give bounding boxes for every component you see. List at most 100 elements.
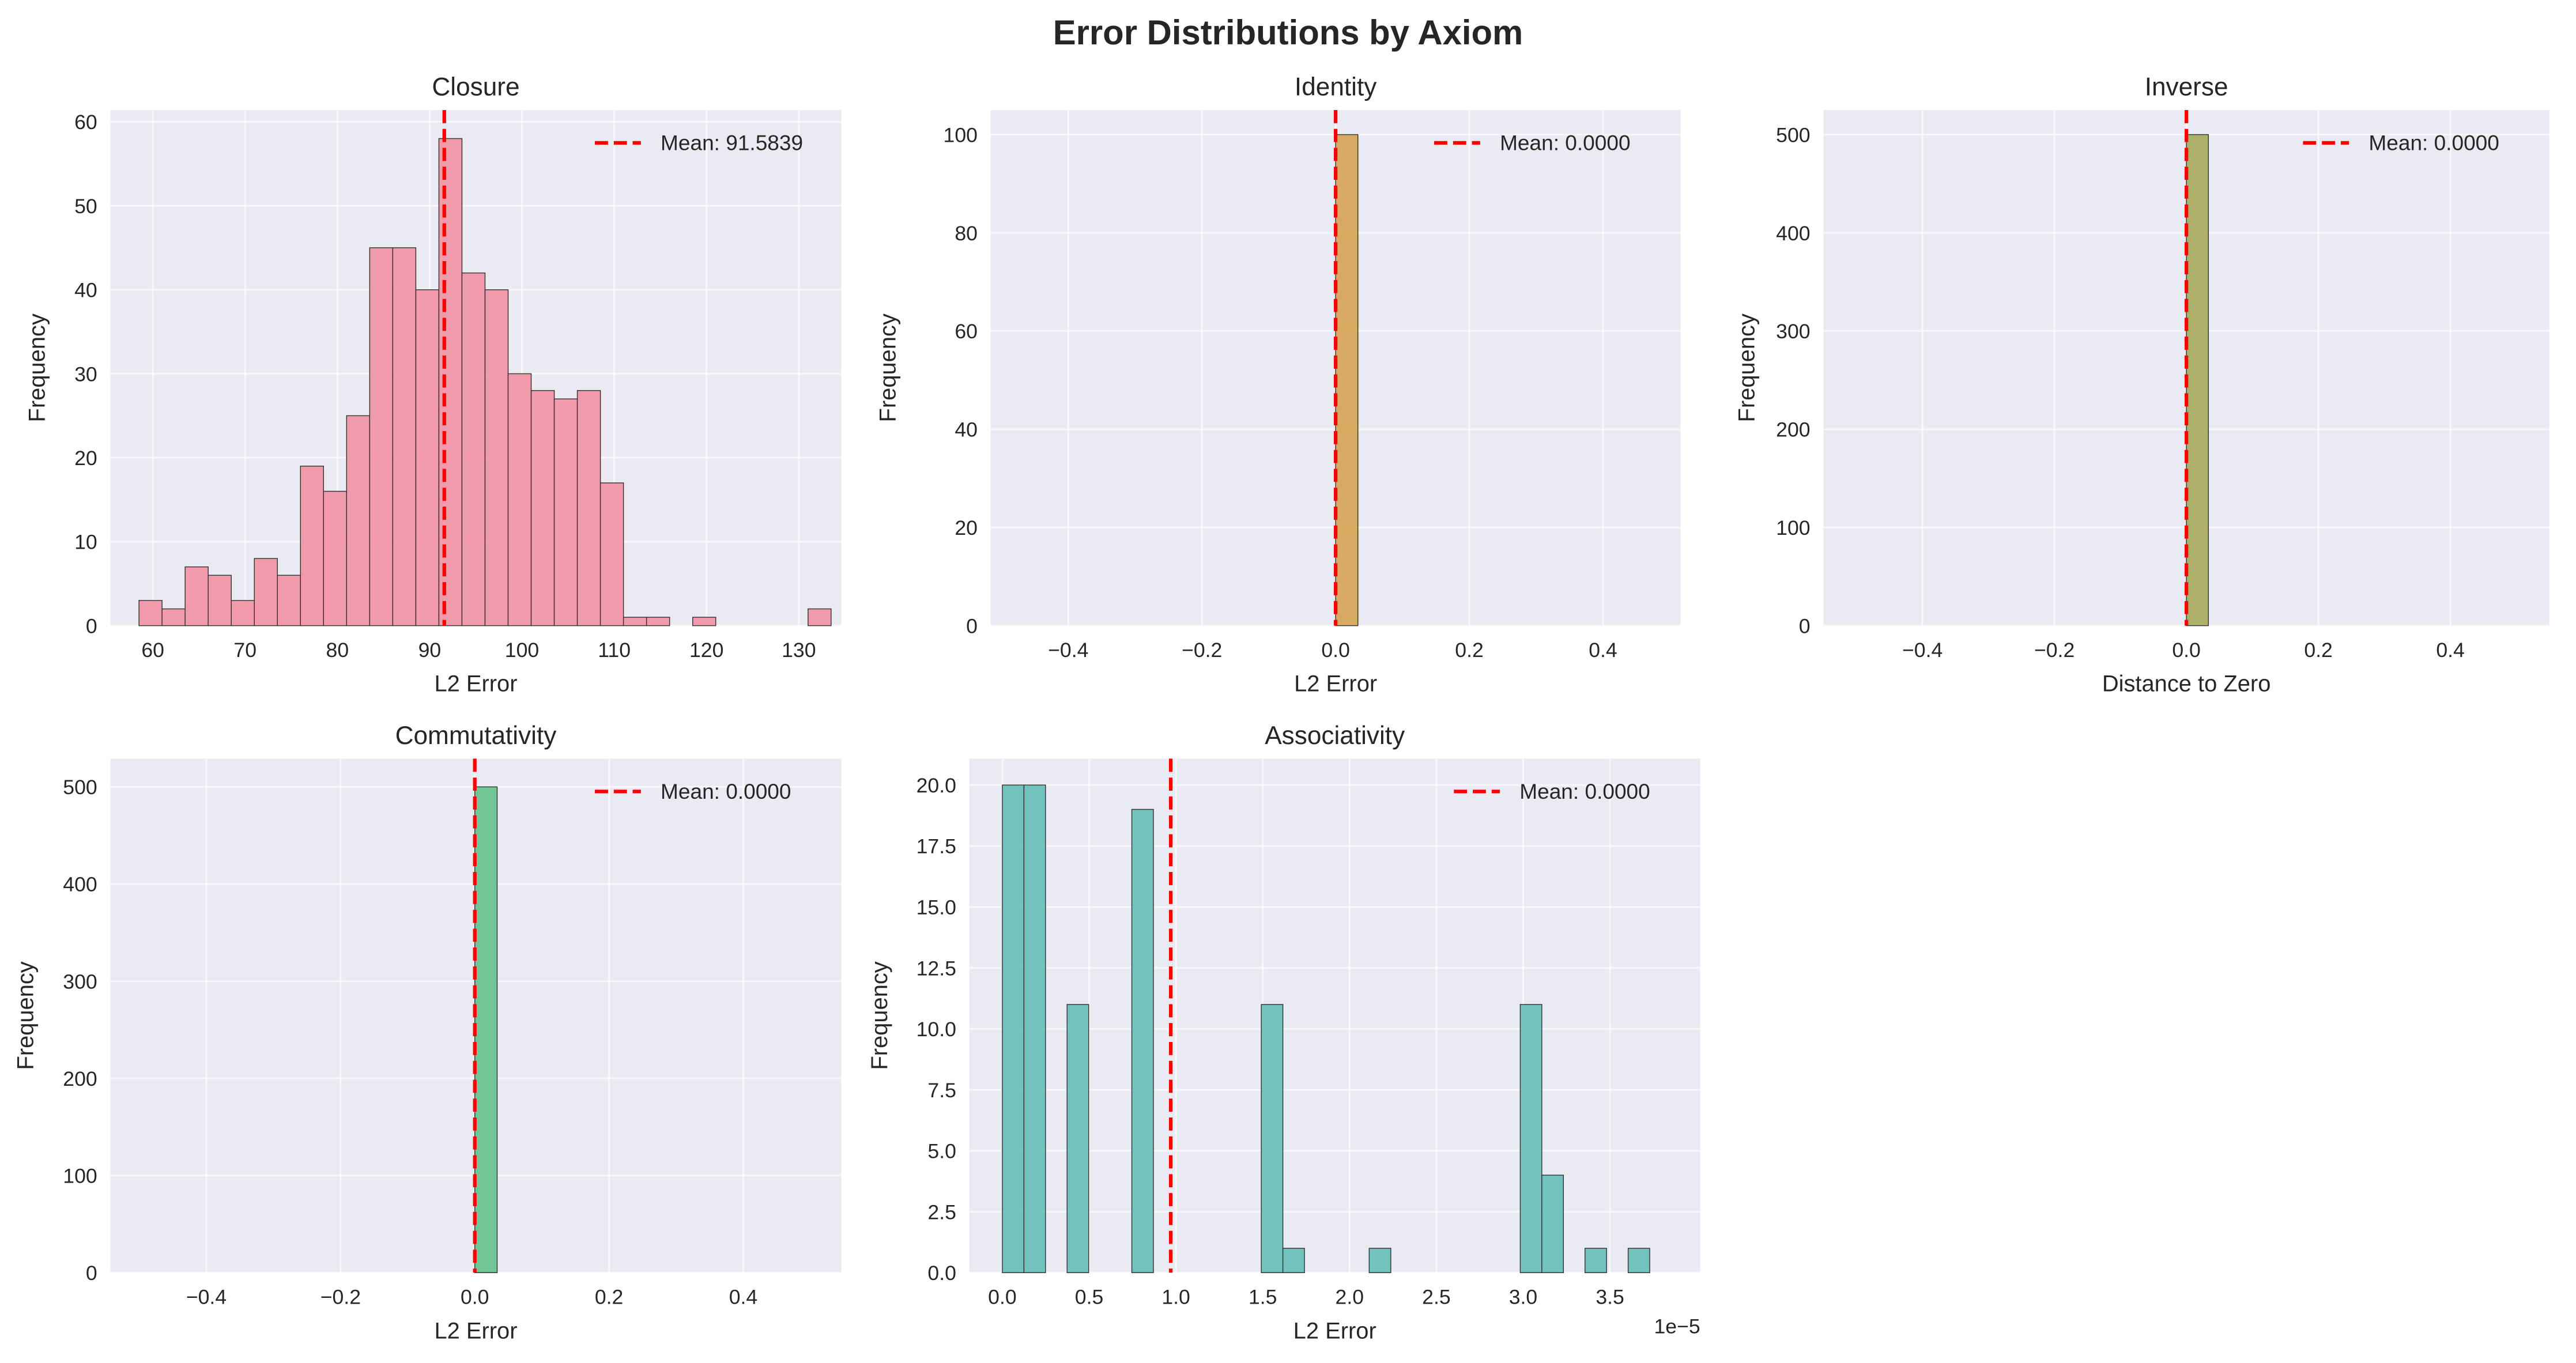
- y-tick-label: 20: [955, 516, 978, 539]
- y-tick-label: 400: [1776, 222, 1810, 245]
- x-tick-label: 100: [505, 639, 539, 662]
- histogram-bar: [599, 482, 624, 626]
- x-tick-label: −0.4: [1902, 639, 1943, 662]
- histogram-bar: [184, 566, 209, 626]
- y-tick-label: 0: [86, 614, 97, 637]
- subplot-title: Commutativity: [395, 722, 557, 750]
- histogram-bar: [553, 398, 578, 626]
- x-tick-label: 110: [598, 639, 631, 662]
- histogram-bar: [1519, 1004, 1542, 1273]
- y-tick-label: 200: [1776, 418, 1810, 441]
- histogram-bar: [692, 617, 716, 626]
- legend-label: Mean: 0.0000: [1519, 779, 1650, 803]
- x-tick-label: 70: [233, 639, 257, 662]
- histogram-bar: [254, 558, 278, 626]
- y-tick-label: 2.5: [927, 1200, 956, 1224]
- y-axis-label: Frequency: [867, 961, 892, 1070]
- subplot-commutativity: −0.4 −0.2 0.0 0.2 0.4 0 100 200 300 400 500 Mean: 0…: [13, 722, 842, 1343]
- x-axis-label: L2 Error: [434, 671, 517, 697]
- x-axis-label: L2 Error: [1294, 671, 1377, 697]
- histogram-bar: [484, 289, 509, 626]
- histogram-bar: [208, 575, 232, 626]
- histogram-bar: [1023, 784, 1046, 1273]
- x-tick-label: 1.5: [1249, 1285, 1277, 1308]
- x-axis-label: Distance to Zero: [2102, 671, 2271, 697]
- subplot-associativity: 0.0 0.5 1.0 1.5 2.0 2.5 3.0 3.5 0.0 2.5 5.0 7.5 10.0…: [867, 722, 1700, 1343]
- histogram-bar: [1261, 1004, 1284, 1273]
- y-tick-label: 200: [63, 1067, 97, 1090]
- x-tick-label: −0.4: [1048, 639, 1088, 662]
- histogram-bar: [1066, 1004, 1089, 1273]
- y-axis-label: Frequency: [25, 314, 50, 422]
- x-tick-label: 0.5: [1075, 1285, 1104, 1308]
- histogram-bar: [507, 373, 532, 626]
- y-tick-label: 7.5: [927, 1079, 956, 1102]
- x-tick-label: 0.0: [2172, 639, 2201, 662]
- histogram-bar: [1131, 809, 1154, 1273]
- y-tick-label: 0: [1799, 614, 1811, 637]
- y-tick-label: 0: [966, 614, 978, 637]
- histogram-bar: [461, 272, 486, 626]
- x-axis-label: L2 Error: [434, 1318, 517, 1343]
- y-tick-label: 100: [63, 1165, 97, 1188]
- histogram-bar: [300, 466, 325, 626]
- x-tick-label: 0.0: [461, 1285, 489, 1308]
- subplot-closure: 60 70 80 90 100 110 120 130 0 10 20 30 40 50 60 Mean: 9…: [25, 73, 842, 697]
- histogram-bar: [323, 490, 348, 626]
- x-tick-label: 0.0: [988, 1285, 1017, 1308]
- histogram-bar: [277, 575, 301, 626]
- histogram-bar: [1541, 1175, 1564, 1273]
- y-tick-label: 0.0: [927, 1262, 956, 1285]
- subplot-identity: −0.4 −0.2 0.0 0.2 0.4 0 20 40 60 80 100 Mean: 0.000…: [875, 73, 1681, 697]
- subplot-title: Inverse: [2145, 73, 2228, 101]
- x-tick-label: 0.2: [595, 1285, 624, 1308]
- histogram-bar: [231, 600, 255, 626]
- histogram-bar: [1368, 1248, 1391, 1273]
- y-tick-label: 15.0: [917, 896, 956, 919]
- histogram-bar: [138, 600, 163, 626]
- y-tick-label: 100: [944, 123, 978, 146]
- y-tick-label: 12.5: [917, 957, 956, 980]
- histogram-bar: [1282, 1248, 1305, 1273]
- histogram-bar: [530, 390, 555, 626]
- legend-label: Mean: 0.0000: [1500, 131, 1630, 155]
- legend-label: Mean: 91.5839: [661, 131, 803, 155]
- histogram-bar: [623, 617, 647, 626]
- y-tick-label: 10.0: [917, 1018, 956, 1041]
- x-tick-label: 0.4: [2436, 639, 2465, 662]
- y-tick-label: 80: [955, 222, 978, 245]
- histogram-bar: [1002, 784, 1025, 1273]
- x-tick-label: 2.0: [1336, 1285, 1364, 1308]
- x-tick-label: 3.0: [1509, 1285, 1538, 1308]
- y-tick-label: 40: [74, 279, 97, 302]
- x-tick-label: 0.2: [1455, 639, 1484, 662]
- y-tick-label: 60: [955, 320, 978, 343]
- legend-label: Mean: 0.0000: [2368, 131, 2499, 155]
- x-axis-label: L2 Error: [1293, 1318, 1376, 1343]
- y-tick-label: 10: [74, 531, 97, 554]
- x-tick-label: 130: [782, 639, 816, 662]
- y-axis-label: Frequency: [13, 961, 39, 1070]
- x-tick-label: 0.4: [729, 1285, 758, 1308]
- histogram-bar: [1627, 1248, 1650, 1273]
- subplot-inverse: −0.4 −0.2 0.0 0.2 0.4 0 100 200 300 400 500 Mean: 0…: [1734, 73, 2549, 697]
- subplot-title: Closure: [432, 73, 519, 101]
- y-tick-label: 300: [1776, 320, 1810, 343]
- x-tick-label: 0.0: [1321, 639, 1350, 662]
- x-tick-label: 3.5: [1596, 1285, 1624, 1308]
- x-tick-label: 80: [326, 639, 349, 662]
- histogram-bar: [2186, 134, 2209, 626]
- subplot-title: Identity: [1295, 73, 1376, 101]
- x-tick-label: −0.4: [186, 1285, 227, 1308]
- y-tick-label: 20: [74, 447, 97, 470]
- histogram-bar: [1335, 134, 1359, 626]
- y-tick-label: 100: [1776, 516, 1810, 539]
- histogram-bar: [161, 608, 186, 626]
- y-tick-label: 17.5: [917, 835, 956, 858]
- histogram-bar: [369, 247, 394, 626]
- x-tick-label: −0.2: [1182, 639, 1222, 662]
- y-tick-label: 50: [74, 195, 97, 218]
- x-tick-label: 0.4: [1589, 639, 1617, 662]
- y-tick-label: 20.0: [917, 774, 956, 797]
